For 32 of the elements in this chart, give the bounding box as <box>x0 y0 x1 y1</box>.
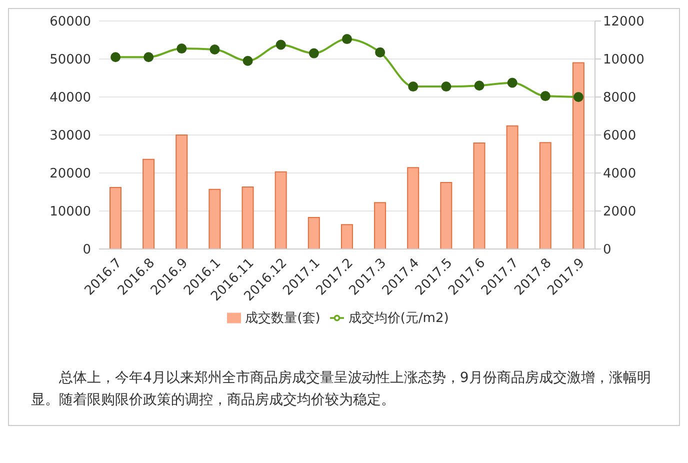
y-tick-label: 0 <box>82 242 91 258</box>
y2-tick-label: 6000 <box>603 128 636 144</box>
y2-tick-label: 10000 <box>603 52 644 68</box>
y-tick-label: 60000 <box>50 14 91 30</box>
bar <box>407 167 420 249</box>
y-tick-label: 40000 <box>50 90 91 106</box>
y2-tick-label: 12000 <box>603 14 644 30</box>
text: 总体上，今年4月以来郑州全市商品房成交量呈波动性上涨态势，9月份商品房成交激增，涨幅明显。随着限购限价政策的调控，商品房成交均价较为稳定。 <box>31 369 652 410</box>
legend-label: 成交均价(元/m2) <box>348 311 449 326</box>
y-tick-label: 30000 <box>50 128 91 144</box>
bar <box>374 202 386 249</box>
y2-tick-label: 8000 <box>603 90 636 106</box>
bar <box>208 188 221 249</box>
bar <box>110 186 122 249</box>
y-tick-label: 50000 <box>50 52 91 68</box>
y2-tick-label: 0 <box>603 242 612 258</box>
bar <box>440 182 452 249</box>
bar <box>539 142 552 249</box>
bar <box>473 142 486 249</box>
bar <box>572 62 584 249</box>
bar <box>308 216 320 249</box>
bar <box>506 125 518 249</box>
y-tick-label: 10000 <box>50 204 91 220</box>
bar <box>242 186 254 249</box>
bar <box>142 158 155 249</box>
y2-tick-label: 2000 <box>603 204 636 220</box>
y2-tick-label: 4000 <box>603 166 636 182</box>
legend-label: 成交数量(套) <box>245 311 320 326</box>
bar <box>340 224 353 249</box>
bar <box>176 134 188 249</box>
bar <box>274 171 287 249</box>
y-tick-label: 20000 <box>50 166 91 182</box>
